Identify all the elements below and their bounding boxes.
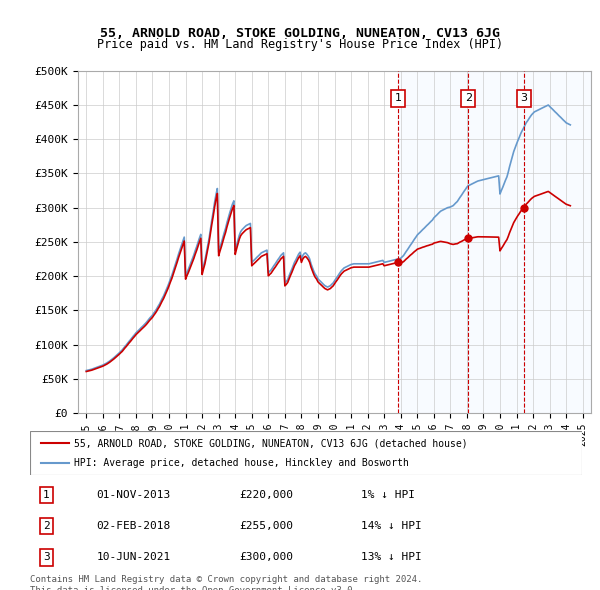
Text: 55, ARNOLD ROAD, STOKE GOLDING, NUNEATON, CV13 6JG (detached house): 55, ARNOLD ROAD, STOKE GOLDING, NUNEATON… <box>74 438 468 448</box>
Text: 3: 3 <box>43 552 50 562</box>
Text: 13% ↓ HPI: 13% ↓ HPI <box>361 552 422 562</box>
Bar <box>468 71 524 413</box>
Text: HPI: Average price, detached house, Hinckley and Bosworth: HPI: Average price, detached house, Hinc… <box>74 458 409 467</box>
Bar <box>398 71 468 413</box>
Text: 02-FEB-2018: 02-FEB-2018 <box>96 521 170 531</box>
Text: 01-NOV-2013: 01-NOV-2013 <box>96 490 170 500</box>
FancyBboxPatch shape <box>30 431 582 475</box>
Text: 2: 2 <box>43 521 50 531</box>
Text: Price paid vs. HM Land Registry's House Price Index (HPI): Price paid vs. HM Land Registry's House … <box>97 38 503 51</box>
Text: 2: 2 <box>464 93 472 103</box>
Text: 1: 1 <box>394 93 401 103</box>
Text: 10-JUN-2021: 10-JUN-2021 <box>96 552 170 562</box>
Text: Contains HM Land Registry data © Crown copyright and database right 2024.
This d: Contains HM Land Registry data © Crown c… <box>30 575 422 590</box>
Text: 3: 3 <box>520 93 527 103</box>
Text: £220,000: £220,000 <box>240 490 294 500</box>
Text: £300,000: £300,000 <box>240 552 294 562</box>
Bar <box>524 71 591 413</box>
Text: 1: 1 <box>43 490 50 500</box>
Text: £255,000: £255,000 <box>240 521 294 531</box>
Text: 55, ARNOLD ROAD, STOKE GOLDING, NUNEATON, CV13 6JG: 55, ARNOLD ROAD, STOKE GOLDING, NUNEATON… <box>100 27 500 40</box>
Text: 1% ↓ HPI: 1% ↓ HPI <box>361 490 415 500</box>
Text: 14% ↓ HPI: 14% ↓ HPI <box>361 521 422 531</box>
